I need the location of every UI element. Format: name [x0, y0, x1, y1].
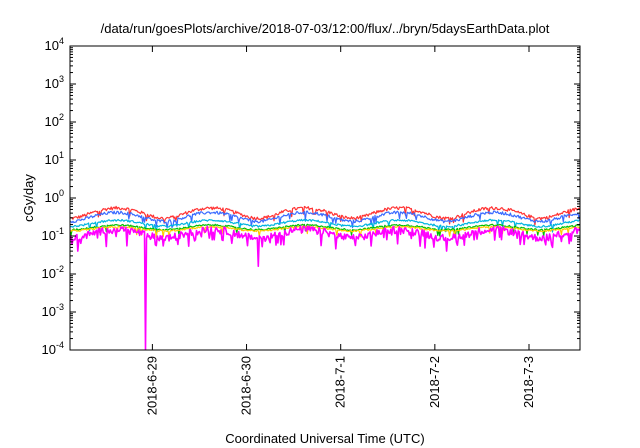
chart-title: /data/run/goesPlots/archive/2018-07-03/1… [101, 21, 550, 36]
y-tick-label: 100 [45, 188, 64, 205]
y-tick-label: 10-1 [42, 226, 64, 243]
series-line [70, 210, 580, 229]
y-tick-label: 103 [45, 74, 64, 91]
x-axis: 2018-6-29 2018-6-30 2018-7-1 2018-7-2 2018-7… [144, 46, 536, 415]
y-tick-label: 10-4 [42, 340, 64, 357]
y-tick-label: 10-2 [42, 264, 64, 281]
y-tick-label: 10-3 [42, 302, 64, 319]
x-tick-label: 2018-7-3 [521, 356, 536, 408]
x-tick-label: 2018-6-29 [144, 356, 159, 415]
x-tick-label: 2018-7-2 [427, 356, 442, 408]
series-line [70, 225, 580, 350]
y-tick-label: 102 [45, 112, 64, 129]
x-tick-label: 2018-6-30 [239, 356, 254, 415]
y-tick-label: 104 [45, 36, 64, 53]
x-axis-label: Coordinated Universal Time (UTC) [225, 431, 424, 446]
x-tick-label: 2018-7-1 [333, 356, 348, 408]
series-line [70, 218, 580, 234]
series-line [70, 205, 580, 226]
y-tick-label: 101 [45, 150, 64, 167]
y-axis-label: cGy/day [21, 174, 36, 222]
series-layer [70, 205, 580, 350]
y-axis: 10-4 10-3 10-2 10-1 100 101 102 103 104 [42, 36, 580, 357]
